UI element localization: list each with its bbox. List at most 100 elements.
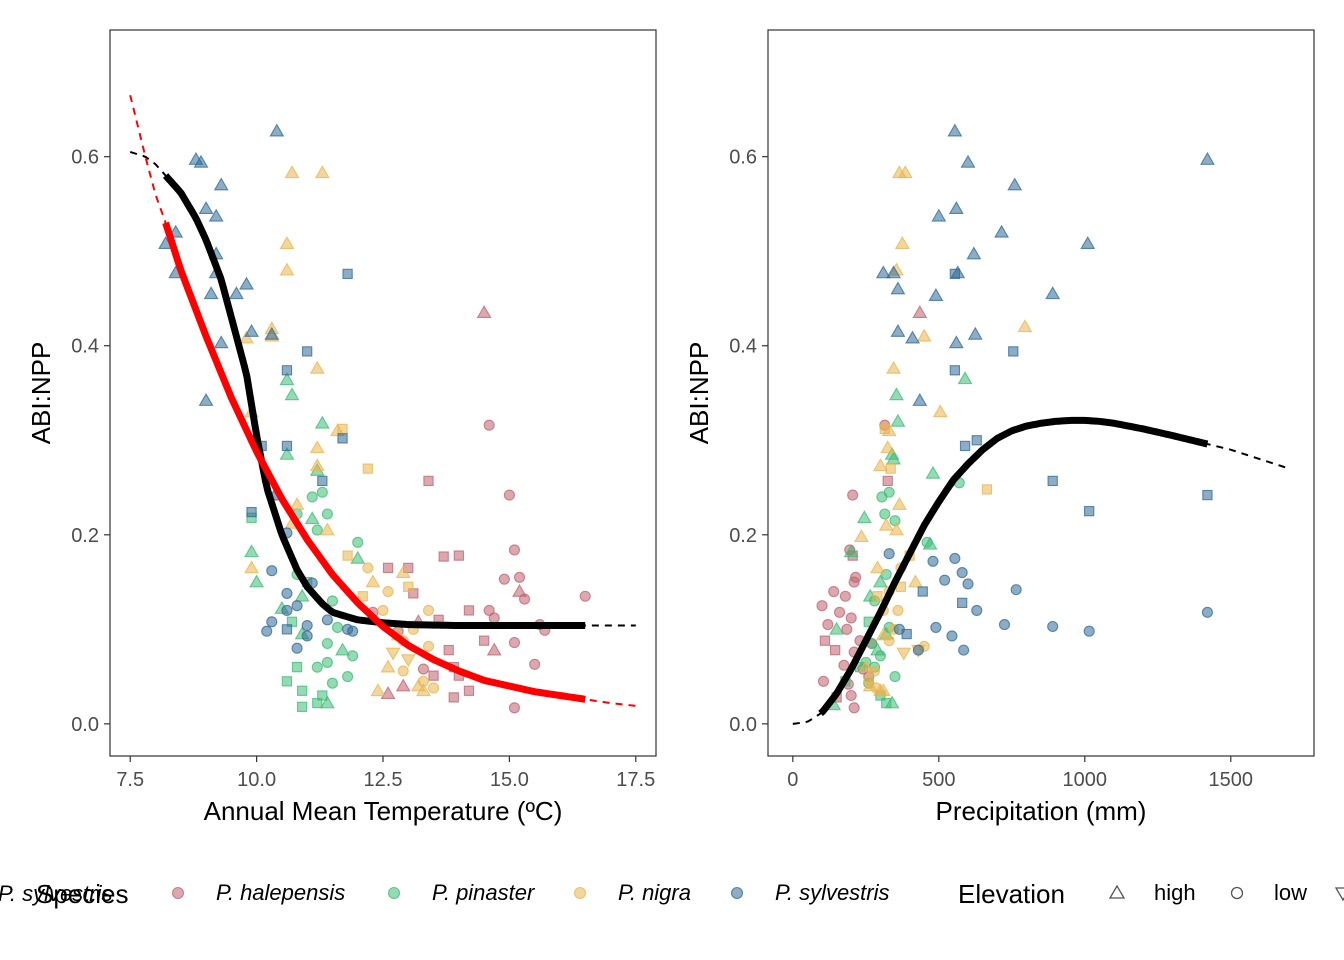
data-point xyxy=(925,465,941,479)
data-point xyxy=(281,440,293,452)
y-tick-label: 0.0 xyxy=(71,714,99,736)
data-point xyxy=(478,635,490,646)
data-point xyxy=(423,475,434,487)
x-tick-label: 12.5 xyxy=(364,769,403,791)
x-tick-label: 10.0 xyxy=(237,769,276,791)
data-point xyxy=(239,276,254,290)
legend-label-halepensis: P. halepensis xyxy=(216,880,345,905)
data-point xyxy=(266,616,278,628)
data-point xyxy=(213,335,229,349)
data-point xyxy=(956,567,968,579)
data-point xyxy=(370,683,386,697)
data-point xyxy=(331,621,344,633)
data-point xyxy=(875,265,891,279)
data-point xyxy=(889,515,901,527)
data-point xyxy=(279,262,295,276)
data-point xyxy=(884,695,900,709)
legend-item-mid: mid xyxy=(1334,887,1344,902)
circle-icon xyxy=(1230,886,1244,900)
data-point xyxy=(486,642,502,656)
data-point xyxy=(907,574,923,588)
data-point xyxy=(875,683,891,697)
fit-line-black xyxy=(818,416,1209,717)
data-point xyxy=(870,560,885,574)
data-point xyxy=(994,224,1010,238)
data-point xyxy=(839,590,851,602)
data-point xyxy=(949,268,961,280)
data-point xyxy=(347,650,359,662)
data-point xyxy=(901,628,912,640)
data-point xyxy=(306,491,318,503)
legend-item-high: high xyxy=(1108,880,1196,905)
data-point xyxy=(352,536,364,548)
data-point xyxy=(417,663,429,675)
x-tick-label: 17.5 xyxy=(616,769,655,791)
data-point xyxy=(881,423,897,437)
data-point xyxy=(894,236,910,249)
data-point xyxy=(284,387,300,401)
data-point xyxy=(249,574,265,588)
data-point xyxy=(890,413,906,427)
data-point xyxy=(296,685,308,696)
data-point xyxy=(912,305,928,318)
data-point xyxy=(311,661,323,673)
data-point xyxy=(843,544,859,558)
data-point xyxy=(819,635,831,646)
data-point xyxy=(967,326,983,340)
data-point xyxy=(291,642,303,654)
data-point xyxy=(362,562,374,574)
data-point xyxy=(289,496,305,510)
data-point xyxy=(883,486,895,498)
data-point xyxy=(422,640,435,652)
data-point xyxy=(960,154,976,168)
data-point xyxy=(213,177,229,191)
data-point xyxy=(962,578,974,590)
data-point xyxy=(946,630,958,642)
legend-item-halepensis: P. halepensis xyxy=(171,880,345,905)
data-point xyxy=(927,555,939,567)
data-point xyxy=(314,415,330,429)
data-point xyxy=(294,588,310,602)
data-point xyxy=(858,659,874,673)
data-point xyxy=(1047,475,1058,487)
y-tick-label: 0.4 xyxy=(71,336,99,358)
data-point xyxy=(1202,489,1213,501)
data-point xyxy=(1047,620,1059,633)
data-point xyxy=(380,659,396,673)
legend-label-elevation: high xyxy=(1154,880,1196,905)
data-point xyxy=(959,440,971,452)
data-point xyxy=(422,604,435,616)
data-point xyxy=(281,624,293,635)
data-point xyxy=(362,463,373,474)
data-point xyxy=(847,489,859,501)
data-point xyxy=(1083,625,1095,637)
data-point xyxy=(1010,584,1022,596)
y-axis-label: ABI:NPP xyxy=(684,342,714,445)
data-point xyxy=(841,623,853,635)
data-point xyxy=(948,335,964,349)
data-point xyxy=(1199,151,1215,165)
data-point xyxy=(845,689,857,702)
data-point xyxy=(845,612,857,624)
plot-area xyxy=(129,94,636,714)
data-point xyxy=(529,658,541,670)
data-point xyxy=(885,463,896,474)
data-point xyxy=(198,392,214,406)
data-point xyxy=(1084,506,1095,517)
data-point xyxy=(264,326,280,340)
data-point xyxy=(822,619,834,631)
data-point xyxy=(198,201,214,215)
x-tick-label: 1000 xyxy=(1063,769,1108,791)
data-point xyxy=(848,702,860,714)
data-point xyxy=(947,123,963,137)
data-point xyxy=(321,656,333,668)
data-point xyxy=(239,330,254,344)
data-point xyxy=(513,571,526,583)
data-point xyxy=(281,604,293,616)
data-point xyxy=(443,644,454,656)
data-point xyxy=(342,268,353,280)
legend-label-nigra: P. nigra xyxy=(618,880,691,905)
data-point xyxy=(281,676,293,687)
data-point xyxy=(519,593,531,605)
data-point xyxy=(279,372,295,386)
